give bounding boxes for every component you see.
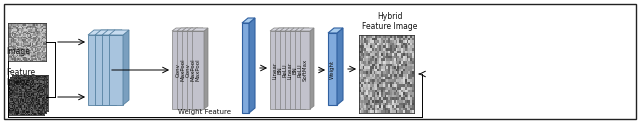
Polygon shape (182, 28, 198, 31)
Polygon shape (300, 28, 314, 31)
Text: Weight Feature: Weight Feature (177, 109, 230, 115)
Polygon shape (310, 28, 314, 109)
Polygon shape (88, 30, 108, 35)
Bar (285, 31, 295, 109)
Text: Image: Image (6, 46, 30, 55)
Polygon shape (187, 28, 203, 31)
Bar (328, 33, 337, 105)
Text: BN: BN (278, 66, 282, 74)
Polygon shape (102, 30, 122, 35)
Polygon shape (184, 28, 188, 109)
Polygon shape (116, 30, 122, 105)
Polygon shape (270, 28, 284, 31)
Bar (177, 31, 189, 109)
Polygon shape (177, 28, 193, 31)
Polygon shape (109, 30, 115, 105)
Polygon shape (249, 18, 255, 113)
Bar (102, 35, 116, 105)
Bar (95, 35, 109, 105)
Polygon shape (295, 28, 309, 31)
Text: Linear: Linear (273, 61, 278, 79)
Polygon shape (172, 28, 188, 31)
Polygon shape (328, 28, 343, 33)
Text: MaxPool: MaxPool (195, 59, 200, 81)
Bar (242, 23, 249, 113)
Bar (270, 31, 280, 109)
Polygon shape (305, 28, 309, 109)
Bar (275, 31, 285, 109)
Text: SoftMax: SoftMax (303, 59, 307, 81)
Polygon shape (102, 30, 108, 105)
Polygon shape (199, 28, 203, 109)
Bar (172, 31, 184, 109)
Polygon shape (285, 28, 299, 31)
Polygon shape (337, 28, 343, 105)
Polygon shape (290, 28, 304, 31)
Text: ReLU: ReLU (298, 63, 303, 77)
Text: BN: BN (292, 66, 298, 74)
Text: MaxPool: MaxPool (191, 59, 195, 81)
Text: Linear: Linear (287, 61, 292, 79)
Polygon shape (95, 30, 115, 35)
Bar (192, 31, 204, 109)
Polygon shape (194, 28, 198, 109)
Bar (88, 35, 102, 105)
Text: Hybrid
Feature Image: Hybrid Feature Image (362, 12, 417, 31)
Bar (109, 35, 123, 105)
Bar (290, 31, 300, 109)
Polygon shape (192, 28, 208, 31)
Polygon shape (109, 30, 129, 35)
Polygon shape (280, 28, 284, 109)
Polygon shape (189, 28, 193, 109)
Bar (295, 31, 305, 109)
Text: Feature
Image: Feature Image (6, 68, 35, 87)
Polygon shape (290, 28, 294, 109)
Text: MaxPool: MaxPool (180, 59, 186, 81)
Bar (182, 31, 194, 109)
Polygon shape (123, 30, 129, 105)
Text: Conv: Conv (186, 63, 191, 77)
Bar (300, 31, 310, 109)
Polygon shape (300, 28, 304, 109)
Bar (280, 31, 290, 109)
Polygon shape (285, 28, 289, 109)
Polygon shape (295, 28, 299, 109)
Text: Weight: Weight (330, 59, 335, 79)
Polygon shape (275, 28, 289, 31)
Text: ReLU: ReLU (282, 63, 287, 77)
Polygon shape (242, 18, 255, 23)
Polygon shape (204, 28, 208, 109)
Polygon shape (280, 28, 294, 31)
Text: Conv: Conv (175, 63, 180, 77)
Bar (187, 31, 199, 109)
